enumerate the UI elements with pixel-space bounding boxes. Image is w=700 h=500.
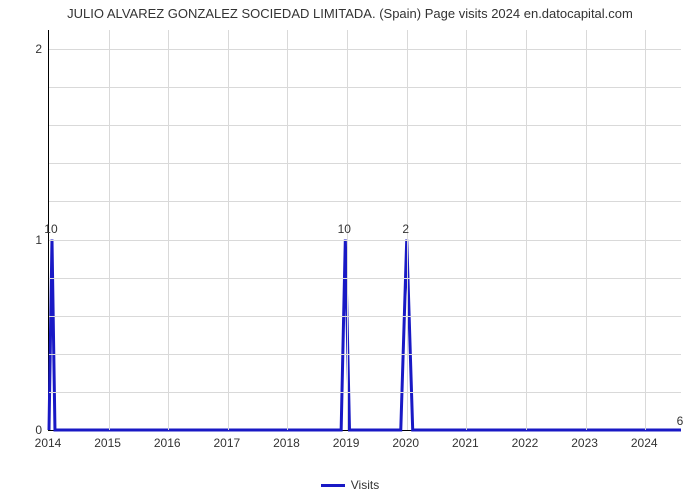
gridline-h xyxy=(49,240,681,241)
gridline-h-minor xyxy=(49,354,681,355)
gridline-h-minor xyxy=(49,125,681,126)
y-tick-label: 0 xyxy=(35,423,42,437)
x-tick-label: 2015 xyxy=(94,436,121,450)
gridline-v xyxy=(228,30,229,430)
x-tick-label: 2016 xyxy=(154,436,181,450)
x-tick-label: 2019 xyxy=(333,436,360,450)
x-tick-label: 2024 xyxy=(631,436,658,450)
x-tick-label: 2020 xyxy=(392,436,419,450)
x-tick-label: 2014 xyxy=(35,436,62,450)
gridline-v xyxy=(287,30,288,430)
x-tick-label: 2022 xyxy=(512,436,539,450)
legend: Visits xyxy=(0,478,700,492)
gridline-h-minor xyxy=(49,87,681,88)
gridline-v xyxy=(645,30,646,430)
gridline-h-minor xyxy=(49,163,681,164)
x-tick-label: 2017 xyxy=(214,436,241,450)
gridline-h-minor xyxy=(49,201,681,202)
gridline-v xyxy=(109,30,110,430)
x-tick-label: 2023 xyxy=(571,436,598,450)
y-tick-label: 2 xyxy=(35,42,42,56)
gridline-h-minor xyxy=(49,392,681,393)
x-tick-label: 2021 xyxy=(452,436,479,450)
data-marker-label: 10 xyxy=(44,222,57,236)
x-tick-label: 2018 xyxy=(273,436,300,450)
gridline-v xyxy=(168,30,169,430)
gridline-h-minor xyxy=(49,316,681,317)
legend-label: Visits xyxy=(351,478,379,492)
y-tick-label: 1 xyxy=(35,233,42,247)
chart-title: JULIO ALVAREZ GONZALEZ SOCIEDAD LIMITADA… xyxy=(0,6,700,21)
data-marker-label: 10 xyxy=(338,222,351,236)
plot-area xyxy=(48,30,681,431)
gridline-h-minor xyxy=(49,278,681,279)
gridline-v xyxy=(526,30,527,430)
data-marker-label: 2 xyxy=(402,222,409,236)
data-marker-label: 6 xyxy=(677,414,684,428)
gridline-h xyxy=(49,49,681,50)
gridline-v xyxy=(586,30,587,430)
gridline-v xyxy=(466,30,467,430)
legend-swatch xyxy=(321,484,345,487)
